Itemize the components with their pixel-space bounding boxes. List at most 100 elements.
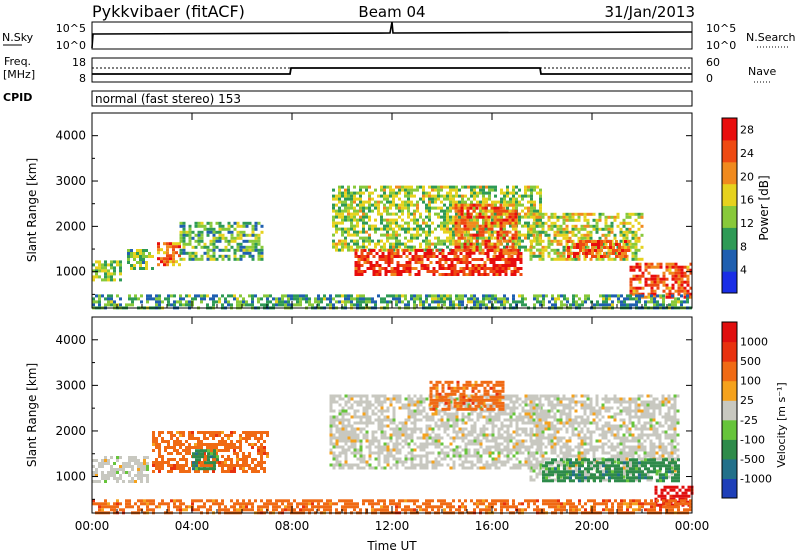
power-data-cell — [671, 294, 674, 298]
power-data-cell — [359, 191, 362, 195]
power-data-cell — [203, 251, 207, 255]
power-data-cell — [565, 218, 569, 222]
velocity-data-cell — [389, 448, 393, 452]
power-data-cell — [236, 224, 240, 228]
power-data-cell — [485, 297, 488, 301]
power-data-cell — [617, 297, 620, 301]
power-data-cell — [356, 233, 359, 237]
power-data-cell — [518, 212, 521, 216]
power-data-cell — [242, 254, 246, 258]
velocity-data-cell — [104, 480, 107, 483]
power-colorbar-swatch — [722, 227, 737, 250]
power-data-cell — [452, 185, 455, 189]
velocity-data-cell — [494, 466, 498, 470]
velocity-data-cell — [464, 421, 468, 425]
velocity-data-cell — [251, 443, 254, 446]
power-data-cell — [496, 239, 500, 243]
power-data-cell — [557, 297, 560, 301]
velocity-data-cell — [221, 431, 224, 434]
velocity-data-cell — [443, 445, 447, 449]
velocity-data-cell — [332, 415, 336, 419]
velocity-data-cell — [535, 433, 539, 437]
power-data-cell — [457, 230, 461, 234]
power-data-cell — [571, 227, 575, 231]
power-data-cell — [533, 297, 536, 301]
velocity-data-cell — [494, 463, 498, 467]
power-data-cell — [557, 294, 560, 298]
velocity-data-cell — [359, 403, 363, 407]
power-data-cell — [242, 300, 245, 304]
power-data-cell — [475, 245, 479, 249]
velocity-data-cell — [371, 442, 375, 446]
velocity-data-cell — [182, 458, 185, 461]
power-data-cell — [568, 257, 572, 261]
velocity-data-cell — [497, 454, 501, 458]
power-data-cell — [469, 203, 473, 207]
power-data-cell — [604, 218, 608, 222]
power-data-cell — [486, 267, 490, 270]
power-data-cell — [629, 294, 632, 298]
power-data-cell — [483, 270, 487, 273]
power-data-cell — [529, 239, 533, 243]
power-data-cell — [458, 297, 461, 301]
power-data-cell — [514, 227, 518, 231]
velocity-data-cell — [512, 442, 516, 446]
velocity-data-cell — [119, 456, 122, 459]
power-data-cell — [677, 283, 681, 287]
power-data-cell — [386, 218, 389, 222]
power-data-cell — [354, 270, 358, 273]
power-data-cell — [398, 239, 401, 243]
power-data-cell — [571, 215, 575, 219]
power-data-cell — [209, 227, 213, 231]
velocity-data-cell — [515, 406, 519, 410]
power-data-cell — [416, 224, 419, 228]
power-data-cell — [347, 209, 350, 213]
power-data-cell — [383, 227, 386, 231]
power-data-cell — [398, 197, 401, 201]
velocity-data-cell — [227, 434, 230, 437]
power-data-cell — [488, 297, 491, 301]
power-data-cell — [475, 215, 479, 219]
power-data-cell — [641, 292, 645, 296]
power-data-cell — [524, 303, 527, 307]
power-data-cell — [360, 264, 364, 267]
power-data-cell — [466, 215, 470, 219]
power-data-cell — [629, 286, 633, 290]
velocity-data-cell — [392, 409, 396, 413]
velocity-data-cell — [161, 440, 164, 443]
velocity-data-cell — [467, 415, 471, 419]
power-data-cell — [572, 303, 575, 307]
velocity-data-cell — [152, 434, 155, 437]
velocity-data-cell — [359, 466, 363, 470]
velocity-data-cell — [230, 431, 233, 434]
power-data-cell — [188, 251, 192, 255]
velocity-data-cell — [491, 409, 495, 413]
velocity-data-cell — [452, 466, 456, 470]
power-data-cell — [530, 188, 533, 192]
velocity-data-cell — [195, 464, 198, 468]
velocity-data-cell — [134, 462, 137, 465]
power-data-cell — [242, 233, 246, 237]
power-data-cell — [516, 255, 520, 258]
power-data-cell — [399, 255, 403, 258]
velocity-data-cell — [535, 394, 539, 398]
velocity-data-cell — [404, 418, 408, 422]
power-data-cell — [188, 300, 191, 304]
power-data-cell — [431, 188, 434, 192]
power-data-cell — [444, 267, 448, 270]
velocity-data-cell — [527, 454, 531, 458]
velocity-data-cell — [371, 409, 375, 413]
power-data-cell — [384, 270, 388, 273]
power-data-cell — [449, 233, 452, 237]
power-data-cell — [377, 227, 380, 231]
velocity-data-cell — [170, 437, 173, 440]
power-data-cell — [498, 270, 502, 273]
power-data-cell — [98, 269, 101, 273]
power-data-cell — [148, 252, 151, 255]
velocity-data-cell — [344, 400, 348, 404]
power-data-cell — [440, 188, 443, 192]
power-data-cell — [607, 227, 611, 231]
velocity-data-cell — [227, 449, 230, 452]
power-data-cell — [350, 191, 353, 195]
power-data-cell — [146, 297, 149, 301]
